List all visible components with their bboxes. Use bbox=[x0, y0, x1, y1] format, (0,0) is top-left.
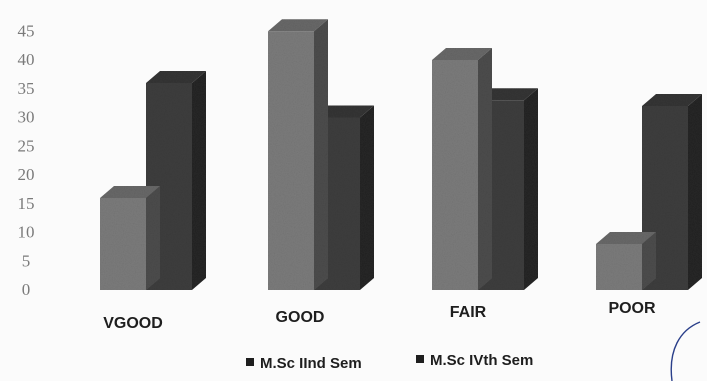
bar-iind-sem bbox=[100, 186, 160, 290]
bar-group bbox=[100, 71, 206, 290]
y-tick-label: 15 bbox=[18, 194, 35, 213]
bar-group bbox=[432, 48, 538, 290]
bars bbox=[100, 19, 702, 290]
y-axis: 0 5 10 15 20 25 30 35 40 45 bbox=[18, 21, 35, 299]
x-category-label: POOR bbox=[608, 300, 656, 317]
legend: M.Sc IInd Sem M.Sc IVth Sem bbox=[246, 352, 533, 372]
bar-front bbox=[432, 60, 478, 290]
bar-top bbox=[100, 186, 160, 198]
y-tick-label: 45 bbox=[18, 21, 35, 40]
bar-top bbox=[478, 88, 538, 101]
bar-top bbox=[596, 232, 656, 244]
bar-front bbox=[268, 31, 314, 290]
bar-iind-sem bbox=[432, 48, 492, 290]
y-tick-label: 5 bbox=[22, 251, 31, 270]
bar-side bbox=[642, 232, 656, 290]
x-axis: VGOOD GOOD FAIR POOR bbox=[103, 300, 656, 332]
y-tick-label: 35 bbox=[18, 79, 35, 98]
bar-top bbox=[268, 19, 328, 32]
bar-side bbox=[524, 88, 538, 290]
stamp-edge bbox=[670, 321, 701, 381]
y-tick-label: 30 bbox=[18, 108, 35, 127]
x-category-label: FAIR bbox=[450, 304, 487, 321]
legend-item: M.Sc IInd Sem bbox=[246, 355, 362, 372]
bar-side bbox=[478, 48, 492, 290]
x-category-label: GOOD bbox=[276, 309, 325, 326]
y-tick-label: 10 bbox=[18, 223, 35, 242]
bar-group bbox=[596, 94, 702, 290]
bar-side bbox=[146, 186, 160, 290]
bar-top bbox=[314, 105, 374, 118]
bar-side bbox=[688, 94, 702, 290]
legend-label: M.Sc IVth Sem bbox=[430, 352, 533, 369]
legend-item: M.Sc IVth Sem bbox=[416, 352, 533, 369]
bar-top bbox=[642, 94, 702, 106]
bar-side bbox=[192, 71, 206, 290]
bar-iind-sem bbox=[596, 232, 656, 290]
bar-top bbox=[146, 71, 206, 83]
y-tick-label: 25 bbox=[18, 136, 35, 155]
bar-group bbox=[268, 19, 374, 290]
x-category-label: VGOOD bbox=[103, 315, 163, 332]
bar-side bbox=[314, 19, 328, 290]
bar-top bbox=[432, 48, 492, 60]
legend-swatch bbox=[246, 358, 254, 366]
bar-front bbox=[100, 198, 146, 290]
y-tick-label: 0 bbox=[22, 280, 31, 299]
bar-side bbox=[360, 105, 374, 290]
y-tick-label: 40 bbox=[18, 50, 35, 69]
legend-label: M.Sc IInd Sem bbox=[260, 355, 362, 372]
bar-iind-sem bbox=[268, 19, 328, 290]
legend-swatch bbox=[416, 355, 424, 363]
bar-front bbox=[596, 244, 642, 290]
y-tick-label: 20 bbox=[18, 165, 35, 184]
